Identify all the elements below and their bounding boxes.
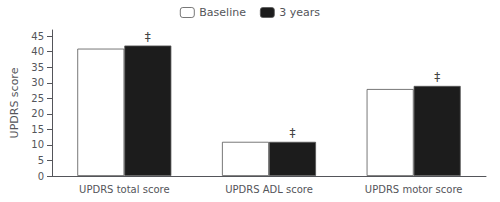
svg-text:0: 0 [38, 171, 44, 182]
svg-text:20: 20 [31, 108, 44, 119]
svg-text:UPDRS ADL score: UPDRS ADL score [225, 184, 313, 195]
svg-text:45: 45 [31, 31, 44, 42]
svg-text:‡: ‡ [434, 70, 440, 84]
svg-text:Baseline: Baseline [199, 6, 246, 19]
svg-text:35: 35 [31, 62, 44, 73]
svg-text:5: 5 [38, 155, 44, 166]
svg-text:3 years: 3 years [279, 6, 320, 19]
svg-text:UPDRS score: UPDRS score [8, 67, 21, 138]
svg-text:15: 15 [31, 124, 44, 135]
svg-text:‡: ‡ [145, 30, 151, 44]
svg-text:25: 25 [31, 93, 44, 104]
svg-text:‡: ‡ [290, 126, 296, 140]
svg-text:UPDRS motor score: UPDRS motor score [365, 184, 463, 195]
svg-text:30: 30 [31, 77, 44, 88]
svg-text:UPDRS total score: UPDRS total score [79, 184, 169, 195]
svg-text:10: 10 [31, 139, 44, 150]
svg-text:40: 40 [31, 46, 44, 57]
